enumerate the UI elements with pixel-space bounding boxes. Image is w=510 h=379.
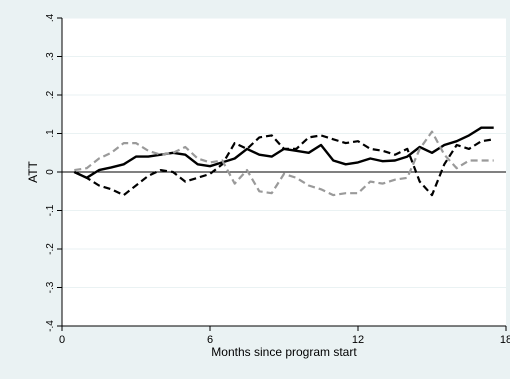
x-tick-label: 0 <box>59 334 65 346</box>
y-tick-label: .3 <box>45 52 56 61</box>
y-tick-label: -.4 <box>45 320 56 332</box>
y-tick-label: 0 <box>45 169 56 175</box>
series-lines <box>73 126 494 197</box>
y-tick-label: -.3 <box>45 281 56 293</box>
y-tick-label: -.1 <box>45 204 56 216</box>
series-line-2 <box>73 134 494 197</box>
series-line-3 <box>74 130 494 197</box>
x-tick-label: 18 <box>500 334 510 346</box>
y-tick-label: .4 <box>45 13 56 22</box>
y-tick-label: .1 <box>45 129 56 138</box>
y-tick-label: .2 <box>45 90 56 99</box>
x-axis-label: Months since program start <box>211 345 357 359</box>
y-tick-label: -.2 <box>45 243 56 255</box>
x-tick-label: 6 <box>207 334 213 346</box>
axes: -.4 -.3 -.2 -.1 0 .1 .2 .3 .4 0 6 12 18 <box>45 13 510 346</box>
x-tick-label: 12 <box>352 334 364 346</box>
y-axis-label: ATT <box>26 160 40 182</box>
